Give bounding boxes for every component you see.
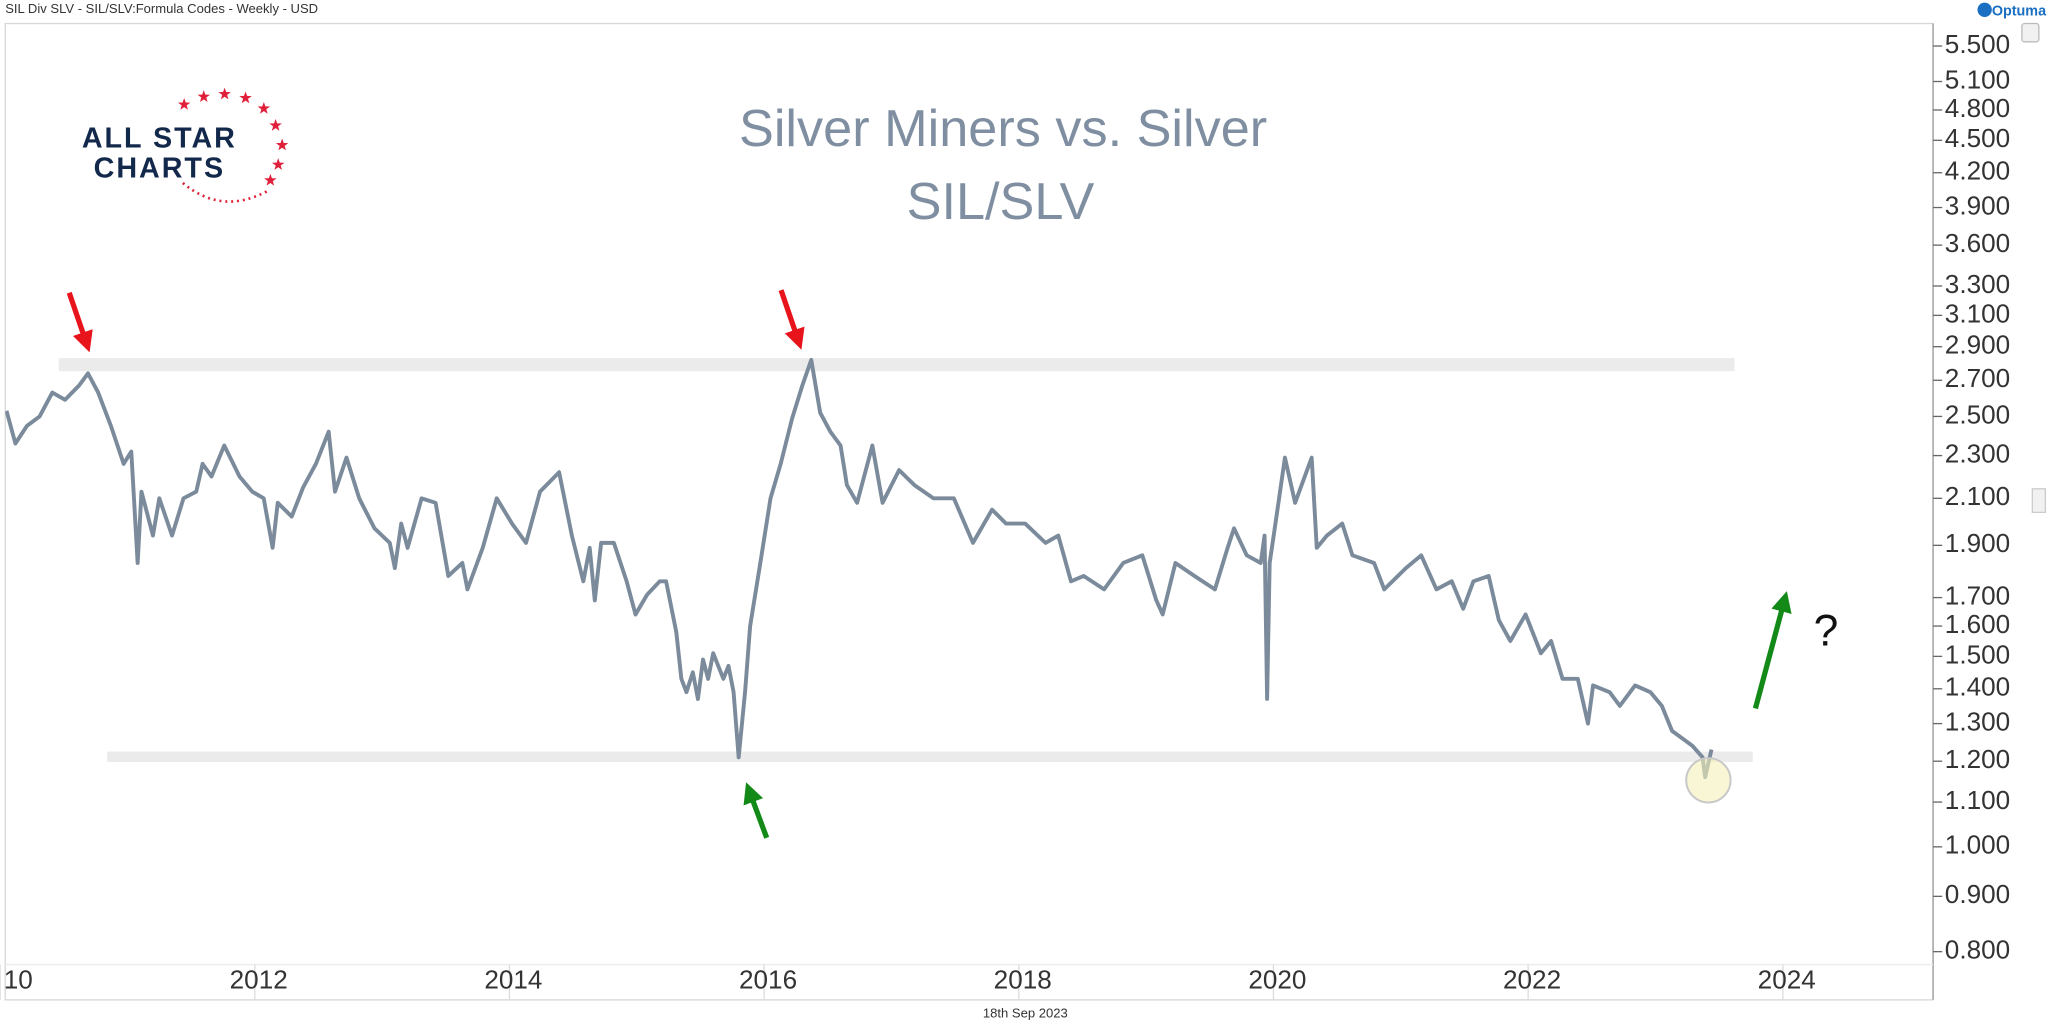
collapse-button[interactable] (2031, 488, 2047, 513)
plot-area (5, 357, 1714, 780)
y-tick-label: 1.200 (1945, 744, 2010, 774)
y-tick-label: 2.700 (1945, 363, 2010, 393)
date-stamp: 18th Sep 2023 (983, 1006, 1068, 1021)
y-tick-label: 3.600 (1945, 228, 2010, 258)
brand: Optuma (1992, 4, 2047, 20)
y-tick-label: 4.200 (1945, 156, 2010, 186)
y-tick-label: 3.100 (1945, 298, 2010, 328)
y-tick-label: 4.500 (1945, 123, 2010, 153)
y-tick-label: 1.500 (1945, 639, 2010, 669)
logo: ALL STAR CHARTS (82, 87, 289, 203)
y-tick-label: 2.300 (1945, 438, 2010, 468)
support-zone (107, 751, 1753, 762)
brand-icon (1977, 2, 1992, 17)
y-tick-label: 5.100 (1945, 64, 2010, 94)
logo-line: CHARTS (94, 153, 225, 185)
y-tick-label: 4.800 (1945, 93, 2010, 123)
x-tick-label: 10 (4, 964, 33, 994)
logo-line: ALL STAR (82, 123, 237, 155)
header-text: SIL Div SLV - SIL/SLV:Formula Codes - We… (5, 1, 318, 16)
annotation: ? (1814, 607, 1839, 656)
y-tick-label: 0.900 (1945, 879, 2010, 909)
y-tick-label: 1.600 (1945, 609, 2010, 639)
y-tick-label: 1.000 (1945, 830, 2010, 860)
x-tick-label: 2020 (1248, 964, 1306, 994)
chart-subtitle: SIL/SLV (907, 173, 1095, 231)
x-tick-label: 2024 (1758, 964, 1816, 994)
x-tick-label: 2012 (230, 964, 288, 994)
chart-title: Silver Miners vs. Silver (739, 100, 1267, 158)
y-tick-label: 2.900 (1945, 330, 2010, 360)
resistance-zone (58, 358, 1735, 372)
y-tick-label: 1.900 (1945, 528, 2010, 558)
lock-button[interactable] (2021, 22, 2040, 43)
y-tick-label: 2.500 (1945, 399, 2010, 429)
highlight-circle (1685, 757, 1732, 804)
y-tick-label: 0.800 (1945, 935, 2010, 965)
y-tick-label: 1.700 (1945, 580, 2010, 610)
y-tick-label: 3.900 (1945, 190, 2010, 220)
x-tick-label: 2014 (484, 964, 542, 994)
y-tick-label: 1.300 (1945, 707, 2010, 737)
y-tick-label: 5.500 (1945, 29, 2010, 59)
y-tick-label: 1.100 (1945, 785, 2010, 815)
y-tick-label: 1.400 (1945, 672, 2010, 702)
y-tick-label: 2.100 (1945, 481, 2010, 511)
arrow (743, 782, 770, 839)
arrow (778, 289, 805, 350)
x-tick-label: 2022 (1503, 964, 1561, 994)
arrow (1752, 591, 1792, 710)
x-tick-label: 2016 (739, 964, 797, 994)
y-tick-label: 3.300 (1945, 269, 2010, 299)
x-tick-label: 2018 (994, 964, 1052, 994)
price-line (5, 357, 1714, 780)
arrow (66, 291, 93, 353)
